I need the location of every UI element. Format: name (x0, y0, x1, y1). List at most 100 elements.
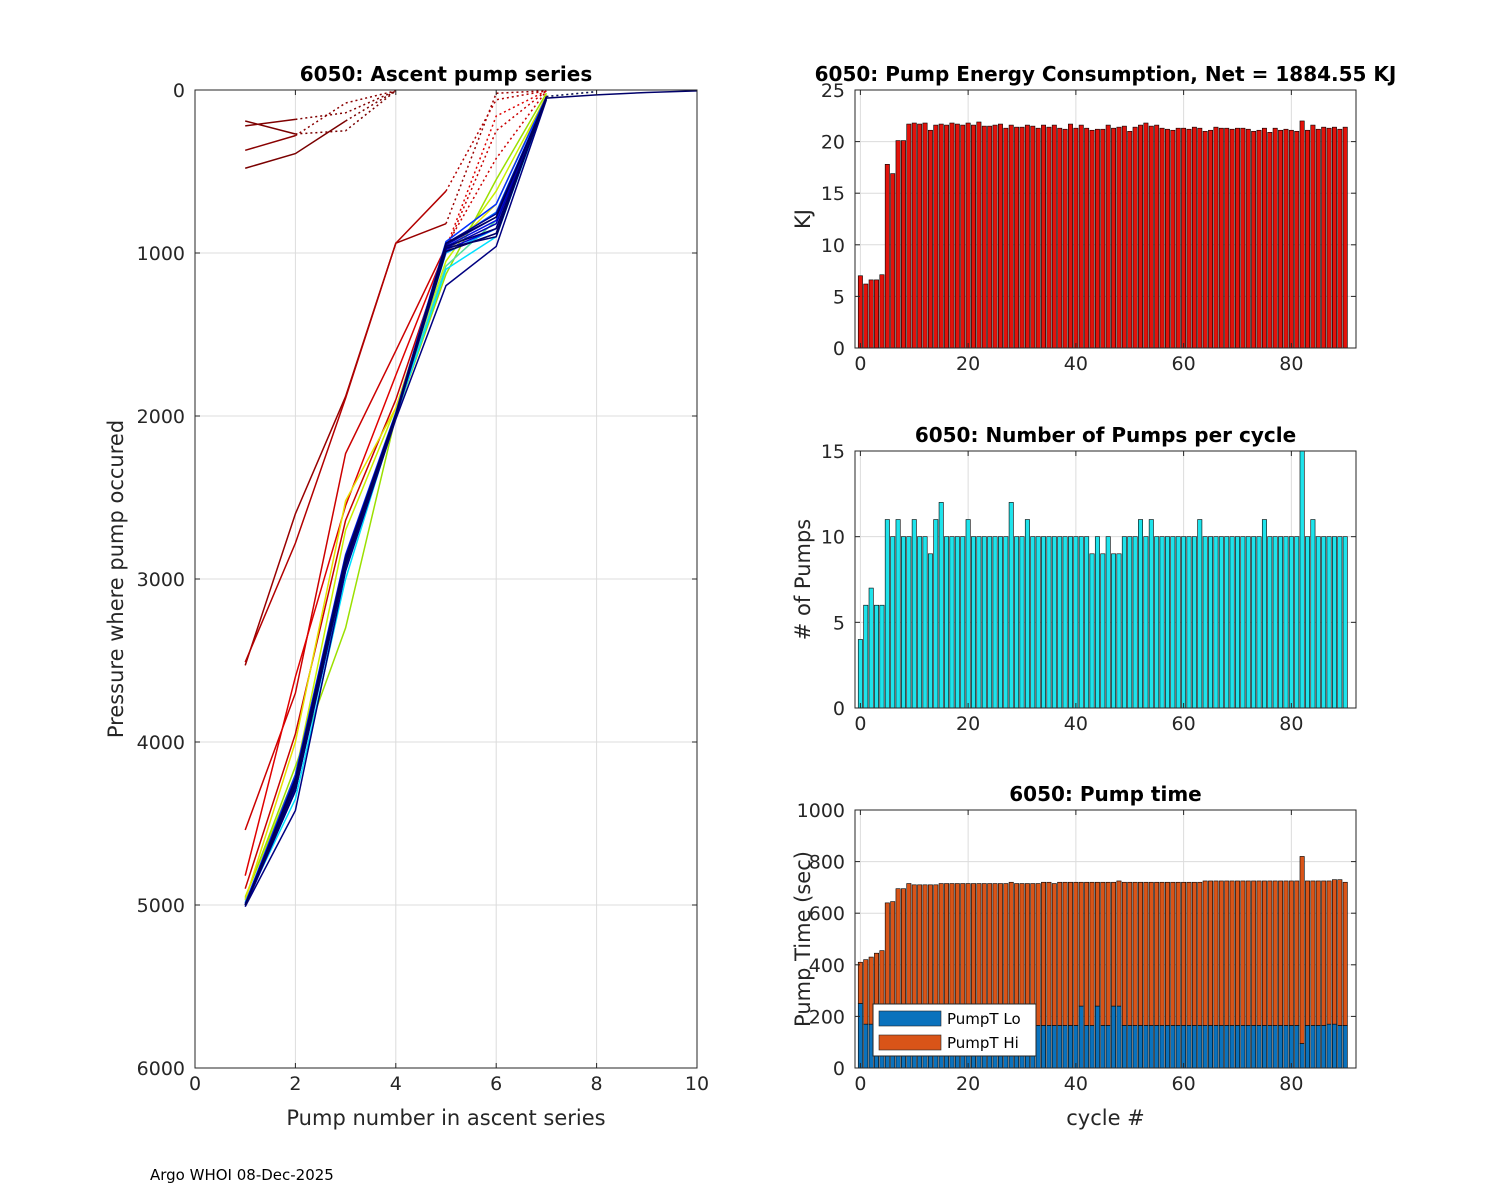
bar (1245, 536, 1251, 709)
bar-pumpt-hi (1035, 883, 1041, 1026)
pumptime-legend: PumpT Lo PumpT Hi (872, 1003, 1037, 1057)
series-line-cycle-6 (244, 90, 548, 831)
bar (1019, 536, 1025, 709)
bar (1283, 128, 1289, 349)
bar (857, 639, 863, 709)
bar (1224, 127, 1230, 349)
bar-pumpt-hi (1159, 881, 1165, 1026)
bar (1116, 126, 1122, 349)
y-tick-label: 15 (821, 441, 845, 463)
bar (1068, 123, 1073, 349)
bar (1100, 128, 1106, 349)
bar-pumpt-hi (1100, 881, 1106, 1026)
bar-pumpt-hi (1342, 881, 1348, 1026)
bar (895, 140, 901, 349)
bar (879, 604, 885, 709)
series-line-solid (244, 97, 548, 906)
series-line-cycle-8 (244, 90, 547, 889)
bar-pumpt-lo (1294, 1025, 1300, 1069)
bar-pumpt-hi (1208, 880, 1214, 1026)
bar (1305, 536, 1310, 709)
bar-pumpt-lo (1224, 1025, 1230, 1069)
y-tick-label: 4000 (137, 732, 185, 754)
y-tick-label: 25 (821, 80, 845, 102)
y-tick-label: 15 (821, 183, 845, 205)
y-tick-label: 5 (833, 286, 845, 308)
bar (868, 587, 874, 709)
y-tick-label: 1000 (797, 800, 845, 822)
y-tick-label: 5000 (137, 895, 185, 917)
series-line-cycle-2 (245, 90, 397, 127)
series-line-dotted (295, 90, 397, 135)
bar-pumpt-hi (1191, 881, 1197, 1026)
bar-pumpt-lo (1235, 1025, 1240, 1069)
bar-pumpt-lo (1283, 1025, 1289, 1069)
bar-pumpt-lo (1315, 1025, 1321, 1069)
bar (1008, 502, 1014, 709)
bar (1062, 128, 1068, 349)
bar-pumpt-lo (1305, 1025, 1310, 1069)
bar (917, 536, 923, 709)
x-tick-label: 8 (591, 1073, 603, 1095)
bar (1245, 128, 1251, 349)
pumps-bars (857, 450, 1348, 709)
bar (1278, 536, 1284, 709)
bar (960, 536, 966, 709)
bar (1288, 129, 1294, 349)
bar-pumpt-lo (1132, 1025, 1138, 1069)
bar-pumpt-lo (1073, 1025, 1079, 1069)
series-line-cycle-1 (245, 90, 397, 135)
ascent-pump-series-chart: 0 2 4 6 8 10 0 1000 2000 3000 4000 5000 6000 6050: A… (104, 62, 709, 1130)
pumps-axes-frame (854, 450, 1357, 709)
energy-chart-title: 6050: Pump Energy Consumption, Net = 188… (815, 62, 1397, 86)
bar (933, 124, 939, 349)
series-line-dotted (546, 90, 597, 98)
bar (1213, 536, 1219, 709)
bar (1051, 536, 1057, 709)
bar (1057, 127, 1063, 349)
series-line-solid (244, 134, 296, 152)
bar-pumpt-lo (1089, 1025, 1095, 1069)
bar (911, 519, 917, 709)
bar (1159, 127, 1165, 349)
bar-pumpt-hi (1278, 880, 1284, 1026)
bar (1208, 536, 1214, 709)
legend-swatch-pumpt-hi (878, 1034, 942, 1051)
bar (1030, 536, 1036, 709)
bar-pumpt-lo (1100, 1025, 1106, 1069)
bar-pumpt-lo (1326, 1023, 1332, 1069)
bar (1078, 124, 1084, 349)
bar (1046, 536, 1052, 709)
bar-pumpt-lo (1041, 1025, 1047, 1069)
y-tick-label: 6000 (137, 1058, 185, 1080)
bar-pumpt-lo (1229, 1025, 1235, 1069)
bar-pumpt-lo (1062, 1025, 1068, 1069)
bar-pumpt-lo (1186, 1025, 1192, 1069)
bar-pumpt-hi (1251, 880, 1257, 1026)
x-tick-label: 6 (490, 1073, 502, 1095)
bar (1132, 126, 1138, 349)
bar-pumpt-lo (1202, 1025, 1208, 1069)
x-tick-label: 0 (854, 353, 866, 375)
bar (1202, 130, 1208, 349)
bar (1261, 519, 1267, 709)
bar (1213, 126, 1219, 349)
bar-pumpt-hi (1116, 880, 1122, 1007)
bar (954, 123, 960, 349)
bar-pumpt-hi (868, 956, 874, 1025)
bar-pumpt-lo (1191, 1025, 1197, 1069)
x-tick-label: 80 (1279, 1073, 1303, 1095)
series-line-dotted (295, 90, 397, 121)
bar (1321, 536, 1327, 709)
bar (884, 519, 890, 709)
bar-pumpt-lo (1342, 1025, 1348, 1069)
y-tick-label: 1000 (137, 243, 185, 265)
bar-pumpt-lo (1310, 1025, 1316, 1069)
bar (1272, 536, 1278, 709)
energy-y-axis-label: KJ (791, 209, 815, 229)
series-line-cycle-7 (244, 90, 547, 876)
y-tick-label: 800 (809, 852, 845, 874)
bar-pumpt-hi (1127, 881, 1133, 1026)
